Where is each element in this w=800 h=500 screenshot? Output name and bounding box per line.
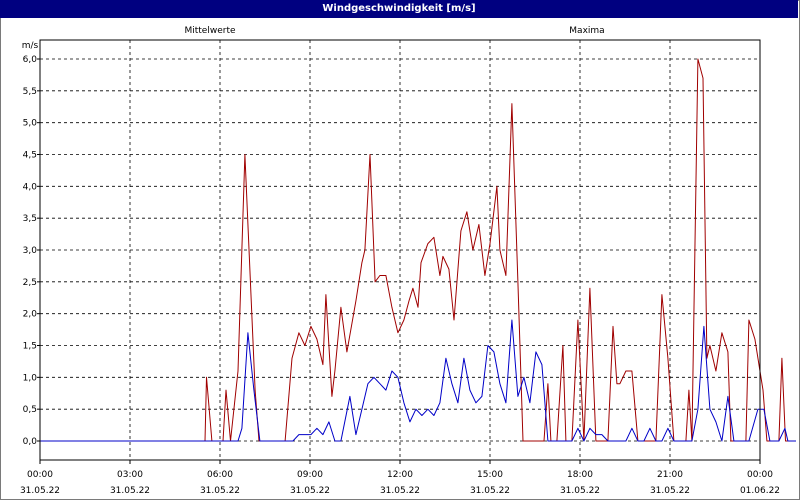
x-tick-date-label: 31.05.22 [380,486,420,496]
y-axis-unit-label: m/s [22,41,39,51]
y-tick-label: 6,0 [23,55,38,65]
x-tick-time-label: 00:00 [747,470,773,480]
x-axis-ticks: 00:00 31.05.22 03:00 31.05.22 06:00 31.05.22 0… [20,460,780,496]
x-tick-time-label: 18:00 [567,470,593,480]
y-tick-label: 1,0 [23,373,38,383]
x-tick-date-label: 31.05.22 [470,486,510,496]
y-tick-label: 1,5 [23,342,37,352]
x-tick-time-label: 09:00 [297,470,323,480]
x-tick-time-label: 06:00 [207,470,233,480]
x-tick-date-label: 31.05.22 [290,486,330,496]
y-tick-label: 3,0 [23,246,38,256]
y-tick-label: 0,0 [23,437,38,447]
x-tick-date-label: 31.05.22 [650,486,690,496]
x-tick-date-label: 31.05.22 [560,486,600,496]
x-tick-date-label: 31.05.22 [200,486,240,496]
y-axis-ticks: 0,0 0,5 1,0 1,5 2,0 2,5 3,0 3,5 4,0 4,5 5,0 5,5 6,0 [23,55,40,447]
x-tick-date-label: 31.05.22 [110,486,150,496]
x-tick-time-label: 15:00 [477,470,503,480]
series-lines [40,58,796,442]
y-tick-label: 5,5 [23,87,37,97]
series-line-maxima [40,58,796,442]
plot-area-border [39,39,761,461]
x-tick-date-label: 31.05.22 [20,486,60,496]
y-tick-label: 4,0 [23,182,38,192]
legend-mittelwerte: Mittelwerte [184,26,235,36]
y-tick-label: 2,5 [23,278,37,288]
y-tick-label: 0,5 [23,405,37,415]
y-tick-label: 5,0 [23,119,38,129]
x-tick-time-label: 21:00 [657,470,683,480]
x-tick-time-label: 03:00 [117,470,143,480]
y-tick-label: 2,0 [23,310,38,320]
grid-lines [40,40,760,460]
x-tick-time-label: 00:00 [27,470,53,480]
x-tick-date-label: 01.06.22 [740,486,780,496]
series-line-mittelwerte [40,319,796,442]
y-tick-label: 4,5 [23,151,37,161]
window-title: Windgeschwindigkeit [m/s] [0,0,798,18]
y-tick-label: 3,5 [23,214,37,224]
legend-maxima: Maxima [569,26,604,36]
x-tick-time-label: 12:00 [387,470,413,480]
